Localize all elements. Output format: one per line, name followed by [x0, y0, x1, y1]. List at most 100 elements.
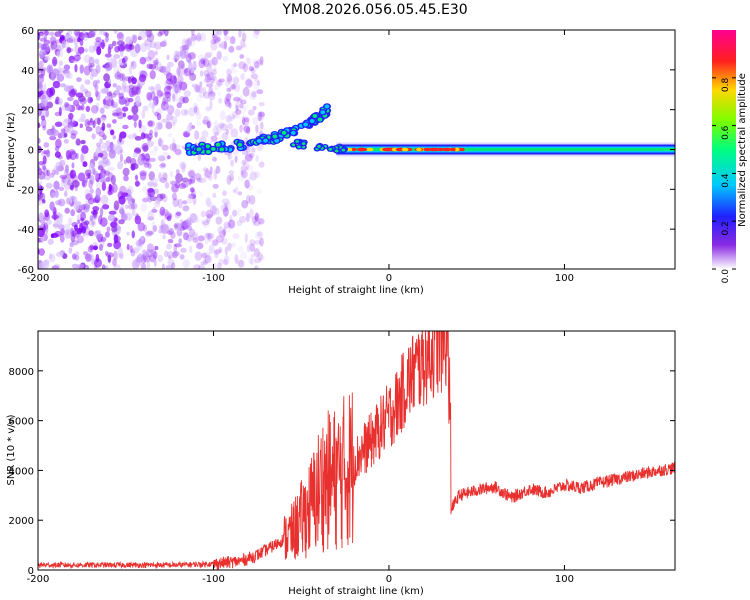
noise-blob: [96, 233, 104, 241]
noise-blob: [159, 206, 166, 216]
noise-blob: [45, 182, 53, 189]
noise-blob: [185, 217, 193, 226]
noise-blob: [81, 226, 87, 234]
noise-blob: [259, 237, 264, 247]
noise-blob: [171, 142, 177, 153]
noise-blob: [209, 166, 213, 175]
noise-blob: [40, 219, 45, 228]
noise-blob: [258, 110, 265, 121]
noise-blob: [208, 72, 216, 81]
noise-blob: [223, 202, 228, 209]
noise-blob: [113, 143, 120, 150]
heatmap-xtick-label: -100: [202, 273, 225, 284]
colorbar-label: Normalized spectral amplitude: [737, 73, 748, 227]
noise-blob: [178, 80, 183, 91]
noise-blob: [97, 152, 104, 158]
noise-blob: [146, 259, 151, 269]
noise-blob: [112, 135, 117, 140]
noise-blob: [44, 209, 50, 218]
noise-blob: [202, 115, 209, 126]
noise-blob: [155, 57, 159, 66]
noise-blob: [153, 145, 159, 152]
noise-blob: [213, 34, 218, 44]
noise-blob: [175, 80, 182, 86]
noise-blob: [84, 79, 91, 85]
noise-blob: [230, 83, 236, 90]
noise-blob: [113, 90, 121, 96]
noise-blob: [111, 101, 119, 108]
noise-blob: [53, 180, 60, 191]
colorbar-tick-label: 0.0: [721, 269, 731, 284]
noise-blob: [171, 192, 177, 201]
noise-blob: [92, 205, 100, 212]
noise-blob: [80, 217, 84, 222]
noise-blob: [139, 70, 148, 79]
noise-blob: [169, 180, 177, 186]
noise-blob: [207, 251, 211, 261]
noise-blob: [228, 170, 235, 176]
noise-blob: [67, 179, 73, 186]
noise-blob: [38, 122, 41, 129]
noise-blob: [218, 258, 224, 266]
noise-blob: [48, 31, 55, 37]
noise-blob: [196, 177, 203, 183]
noise-blob: [199, 191, 204, 198]
noise-blob: [105, 252, 114, 258]
noise-blob: [81, 144, 89, 154]
noise-blob: [227, 75, 233, 85]
noise-blob: [234, 83, 241, 93]
noise-blob: [242, 118, 250, 126]
noise-blob: [146, 230, 154, 236]
noise-blob: [194, 130, 200, 140]
noise-blob: [205, 196, 211, 206]
noise-blob: [148, 171, 155, 181]
noise-blob: [245, 212, 250, 223]
noise-blob: [171, 116, 178, 125]
noise-blob: [253, 82, 259, 91]
noise-blob: [77, 37, 81, 43]
noise-blob: [89, 244, 94, 251]
heatmap-xtick-label: 100: [555, 273, 574, 284]
noise-blob: [108, 210, 117, 215]
snr-frame: [37, 330, 676, 571]
noise-blob: [94, 258, 103, 268]
noise-blob: [258, 254, 265, 261]
noise-blob: [179, 81, 188, 91]
noise-blob: [239, 124, 243, 133]
noise-blob: [189, 36, 197, 42]
noise-blob: [229, 37, 234, 47]
noise-blob: [205, 117, 212, 124]
noise-blob: [112, 119, 117, 124]
noise-blob: [226, 68, 232, 76]
noise-blob: [81, 104, 85, 111]
noise-blob: [43, 43, 50, 53]
noise-blob: [95, 63, 101, 73]
noise-blob: [46, 64, 54, 75]
noise-blob: [256, 231, 264, 238]
noise-blob: [214, 132, 220, 137]
noise-blob: [204, 235, 209, 245]
noise-blob: [71, 263, 79, 269]
noise-blob: [174, 97, 181, 102]
noise-blob: [160, 223, 168, 232]
noise-blob: [169, 143, 177, 151]
noise-blob: [163, 70, 171, 76]
noise-blob: [233, 62, 238, 68]
noise-blob: [171, 251, 178, 259]
noise-blob: [156, 112, 162, 121]
noise-blob: [202, 86, 207, 97]
noise-blob: [85, 126, 93, 132]
noise-blob: [145, 249, 154, 258]
noise-blob: [148, 93, 153, 103]
noise-blob: [221, 132, 229, 141]
noise-blob: [201, 218, 210, 229]
noise-blob: [104, 37, 108, 44]
noise-blob: [213, 169, 218, 180]
noise-blob: [38, 200, 44, 206]
noise-blob: [50, 40, 58, 50]
noise-blob: [179, 48, 187, 59]
noise-blob: [212, 75, 217, 81]
noise-blob: [131, 208, 136, 217]
noise-blob: [249, 243, 256, 252]
